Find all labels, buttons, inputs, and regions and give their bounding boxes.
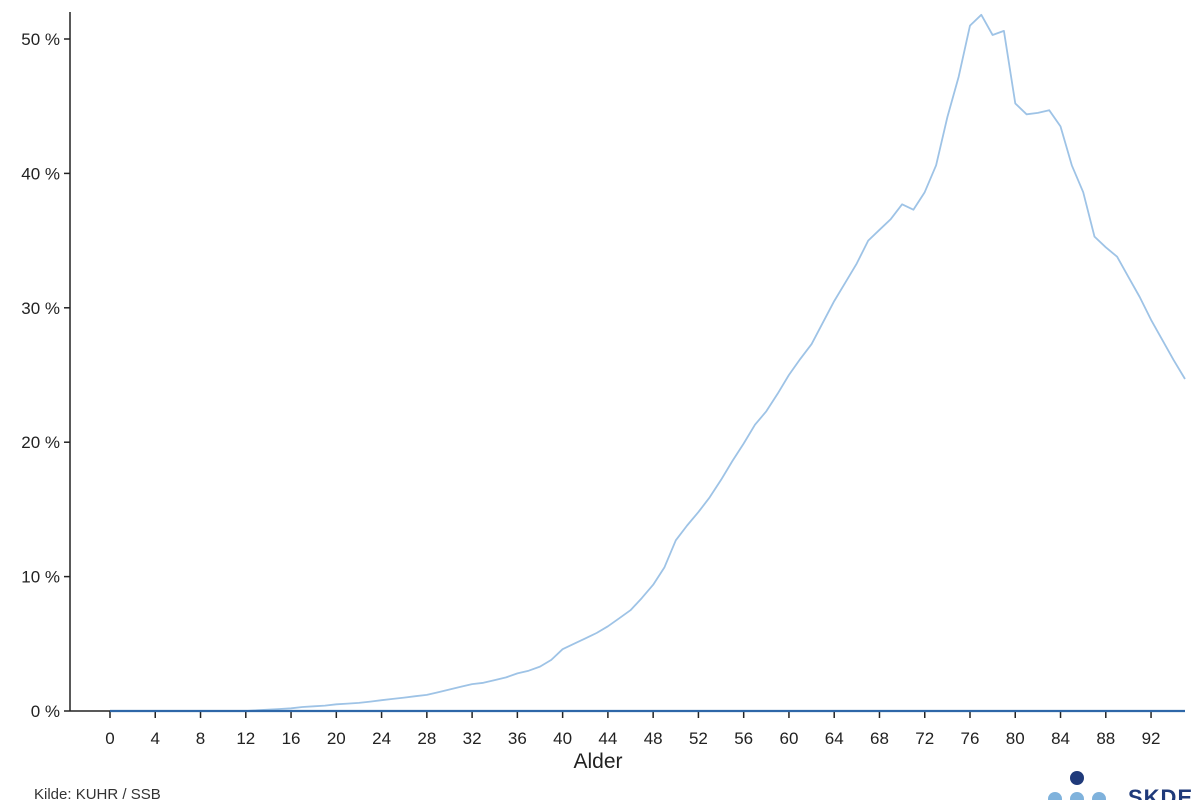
source-note: Kilde: KUHR / SSB: [34, 786, 161, 803]
x-tick-label: 32: [463, 729, 482, 748]
x-tick-label: 4: [151, 729, 160, 748]
x-tick-label: 8: [196, 729, 205, 748]
y-tick-label: 0 %: [31, 702, 60, 721]
x-tick-label: 0: [105, 729, 114, 748]
series-layer: [110, 13, 1186, 713]
x-tick-label: 24: [372, 729, 391, 748]
x-tick-label: 48: [644, 729, 663, 748]
y-tick-label: 50 %: [21, 30, 60, 49]
y-tick-label: 40 %: [21, 164, 60, 183]
x-tick-label: 56: [734, 729, 753, 748]
x-tick-label: 92: [1142, 729, 1161, 748]
y-tick-label: 20 %: [21, 433, 60, 452]
x-tick-label: 68: [870, 729, 889, 748]
logo-text: SKDE: [1128, 785, 1194, 800]
x-axis-title: Alder: [573, 750, 622, 773]
x-tick-label: 40: [553, 729, 572, 748]
x-tick-label: 88: [1096, 729, 1115, 748]
x-axis: 0 4 8 12 16 20 24 28 32 36 40 44 48 52 56 60 64 68 72 76 80 8…: [70, 710, 1185, 748]
skde-logo: SKDE: [1040, 766, 1197, 800]
y-axis: 0 % 10 % 20 % 30 % 40 % 50 %: [21, 12, 71, 721]
x-tick-label: 16: [282, 729, 301, 748]
y-tick-label: 30 %: [21, 299, 60, 318]
x-tick-label: 80: [1006, 729, 1025, 748]
x-tick-label: 84: [1051, 729, 1070, 748]
x-tick-label: 12: [236, 729, 255, 748]
x-tick-label: 72: [915, 729, 934, 748]
skde-logo-icon: [1048, 771, 1106, 800]
y-tick-label: 10 %: [21, 568, 60, 587]
x-tick-label: 44: [598, 729, 617, 748]
series-line-1: [110, 13, 1186, 712]
x-tick-label: 60: [779, 729, 798, 748]
x-tick-label: 64: [825, 729, 844, 748]
x-tick-label: 52: [689, 729, 708, 748]
x-tick-label: 28: [417, 729, 436, 748]
x-tick-label: 76: [961, 729, 980, 748]
x-tick-label: 36: [508, 729, 527, 748]
x-tick-label: 20: [327, 729, 346, 748]
